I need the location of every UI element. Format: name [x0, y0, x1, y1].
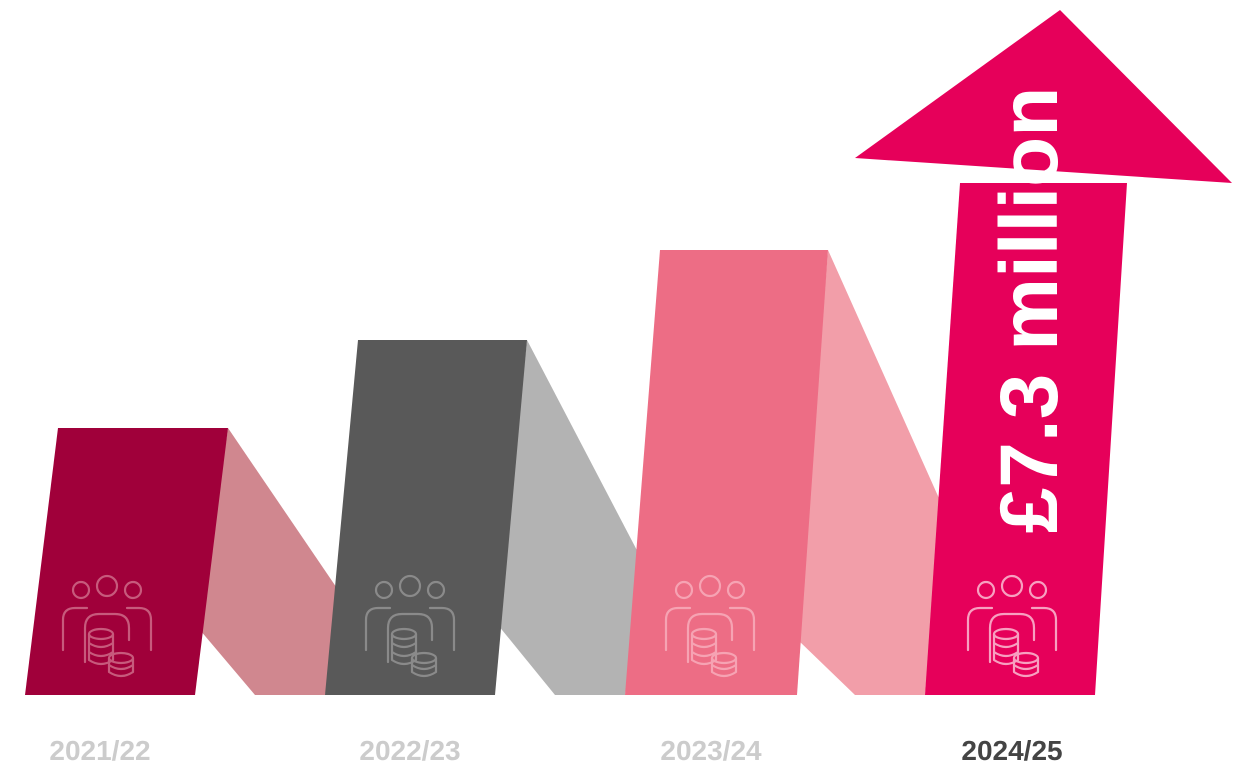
arrow [925, 183, 1127, 695]
bar [325, 340, 527, 695]
highlight: £7.3 million [984, 87, 1075, 534]
ribbon [498, 340, 642, 695]
year-label: 2024/25 [961, 735, 1062, 766]
ribbon [798, 250, 942, 695]
arrow-head [855, 10, 1232, 183]
year-label: 2021/22 [49, 735, 150, 766]
bar [625, 250, 828, 695]
bar [25, 428, 228, 695]
year-label: 2023/24 [660, 735, 762, 766]
ribbon [200, 428, 345, 695]
year-label: 2022/23 [359, 735, 460, 766]
